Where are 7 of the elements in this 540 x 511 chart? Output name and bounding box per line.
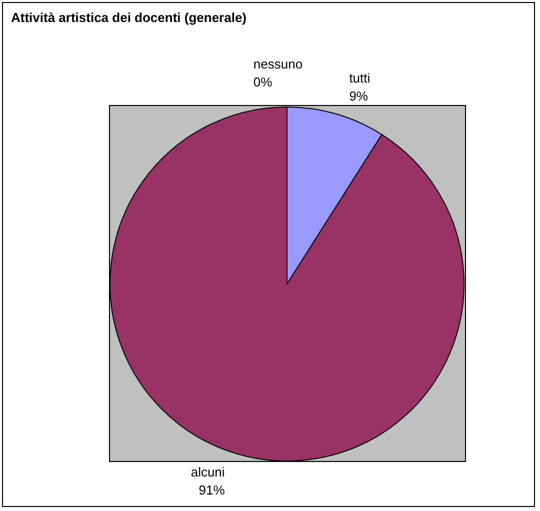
- category-label: nessuno: [253, 56, 303, 72]
- slice-label: tutti: [349, 70, 370, 86]
- text: 0%: [253, 74, 272, 90]
- data-label: 9%: [349, 88, 368, 104]
- chart-title: Attività artistica dei docenti (generale): [11, 10, 247, 25]
- data-label: 91%: [198, 482, 226, 498]
- slice-label: alcuni: [190, 464, 225, 480]
